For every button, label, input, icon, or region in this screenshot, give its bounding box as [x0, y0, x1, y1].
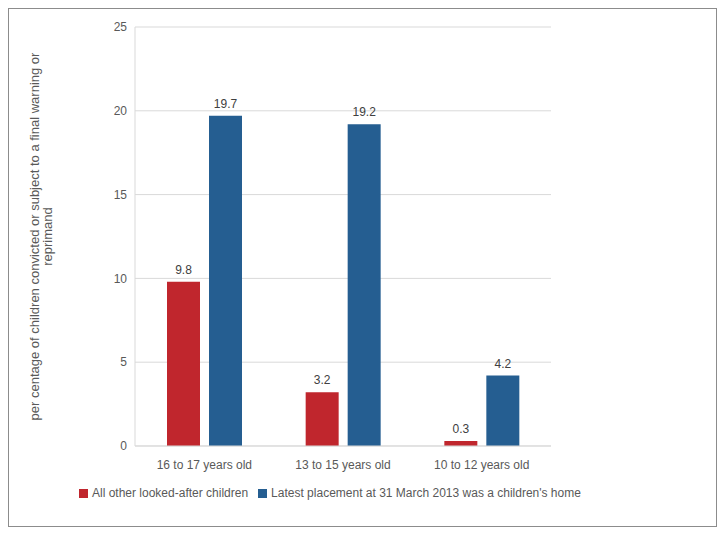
svg-text:0: 0 [120, 439, 127, 453]
svg-text:3.2: 3.2 [314, 373, 331, 387]
svg-text:20: 20 [114, 104, 128, 118]
svg-text:13 to 15 years old: 13 to 15 years old [295, 458, 390, 472]
svg-text:0.3: 0.3 [452, 422, 469, 436]
svg-text:25: 25 [114, 20, 128, 34]
html-text:Latest placement at 31 March 2: Latest placement at 31 March 2013 was a … [271, 486, 581, 500]
svg-text:15: 15 [114, 188, 128, 202]
html-text:All other looked-after childre: All other looked-after children [92, 486, 249, 500]
svg-text:5: 5 [120, 355, 127, 369]
svg-text:19.2: 19.2 [352, 105, 376, 119]
svg-text:10 to 12 years old: 10 to 12 years old [434, 458, 529, 472]
svg-text:19.7: 19.7 [214, 97, 238, 111]
svg-text:per centage of children convic: per centage of children convicted or sub… [27, 52, 55, 420]
svg-text:9.8: 9.8 [175, 263, 192, 277]
svg-text:4.2: 4.2 [494, 357, 511, 371]
svg-text:10: 10 [114, 272, 128, 286]
svg-text:16 to 17 years old: 16 to 17 years old [157, 458, 252, 472]
